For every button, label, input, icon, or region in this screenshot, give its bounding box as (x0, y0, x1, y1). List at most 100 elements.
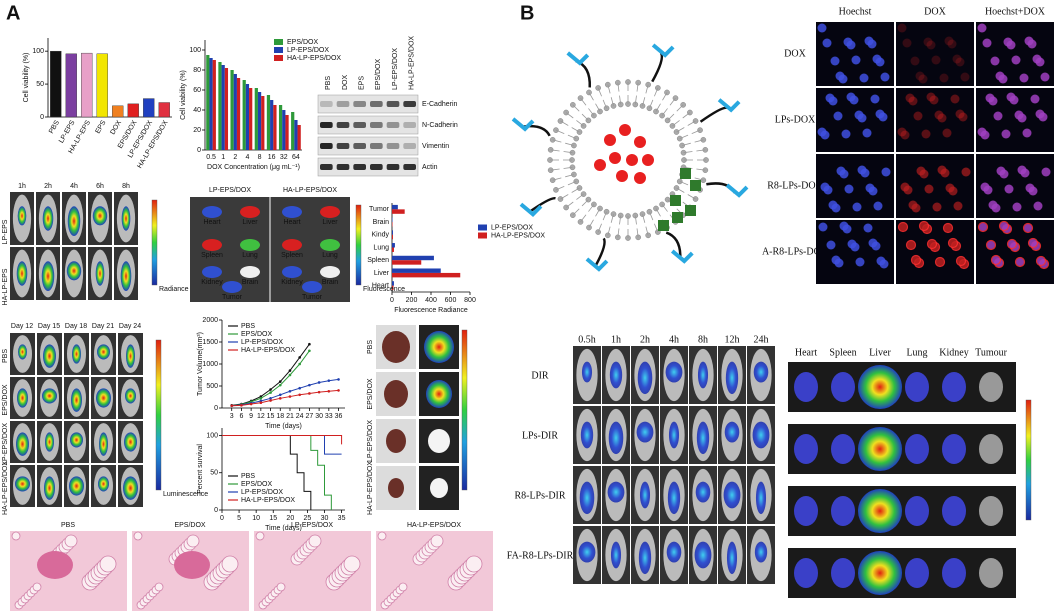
organ-label: Heart (283, 219, 300, 226)
point (288, 389, 292, 393)
bar (392, 260, 422, 265)
x-tick-label: 10 (252, 515, 260, 522)
lipid-tail (576, 193, 584, 200)
lipid-tail (565, 201, 574, 208)
signal (755, 481, 767, 515)
lipid-tail (588, 92, 594, 101)
point (298, 356, 301, 359)
lipid-head (571, 142, 577, 149)
lipid-tail (597, 223, 602, 233)
signal (41, 261, 55, 291)
signal (723, 481, 741, 509)
x-tick-label: 6 (239, 413, 243, 420)
cell (926, 92, 936, 102)
lipid-tail (669, 97, 676, 106)
cell (998, 220, 1010, 232)
day-label: Day 15 (38, 323, 60, 330)
point (269, 397, 272, 400)
legend-swatch (274, 47, 283, 53)
colorbar (461, 329, 468, 491)
protein-label: N-Cadherin (422, 122, 458, 129)
cell (835, 71, 845, 81)
blot-strip (317, 115, 419, 135)
time-label: 4h (669, 334, 679, 345)
organ-label: Heart (203, 219, 220, 226)
cell (872, 54, 882, 64)
tumor (388, 478, 404, 498)
ligand (585, 257, 609, 272)
group-label: HA-LP-EPS/DOX (283, 187, 337, 194)
blot-band (320, 143, 333, 149)
lipid-head (573, 178, 580, 185)
legend-label: HA-LP-EPS/DOX (241, 347, 295, 354)
organ-label: Brain (322, 279, 338, 286)
cell (1012, 202, 1022, 212)
signal (578, 541, 596, 563)
lipid-tail (560, 194, 569, 200)
x-tick-label: 32 (280, 154, 288, 161)
x-tick-label: 0 (220, 515, 224, 522)
organ-label: Spleen (201, 252, 223, 259)
point (298, 393, 301, 397)
cell (1003, 37, 1013, 47)
organ (905, 558, 929, 588)
organ (320, 266, 340, 278)
alveolus (276, 582, 286, 592)
organ (905, 372, 929, 402)
cell (1019, 73, 1029, 83)
organ (240, 239, 260, 251)
x-tick-label: 24 (296, 413, 304, 420)
bar (81, 52, 93, 118)
cell (1027, 237, 1039, 249)
bar (65, 53, 77, 118)
signal (70, 432, 83, 448)
drug-square (672, 212, 683, 223)
cell (937, 165, 947, 175)
organ (831, 558, 855, 588)
alveolus (255, 531, 265, 541)
blot-band (386, 122, 400, 128)
cell (1035, 109, 1045, 119)
panel-letter: A (6, 2, 20, 24)
channel-label: Hoechst+DOX (985, 6, 1046, 17)
organ (794, 372, 818, 402)
bar (297, 125, 301, 150)
x-tick-label: 25 (304, 515, 312, 522)
legend-label: LP-EPS/DOX (241, 489, 283, 496)
bar (127, 103, 139, 118)
bar (270, 100, 274, 150)
bar (254, 88, 258, 150)
organ (202, 266, 222, 278)
organ-label: Lung (322, 252, 338, 259)
lane-label: LP-EPS/DOX (392, 48, 399, 90)
organ (858, 551, 902, 595)
bar (212, 60, 216, 150)
legend-label: EPS/DOX (241, 481, 272, 488)
signal (607, 481, 625, 503)
x-tick-label: 200 (406, 297, 418, 304)
x-tick-label: 600 (445, 297, 457, 304)
tumor (384, 380, 408, 408)
signal (724, 421, 740, 443)
cell (918, 74, 928, 84)
organ (222, 281, 242, 293)
cell (915, 71, 925, 81)
signal (666, 541, 682, 563)
lipid-tail (571, 127, 580, 133)
lipid-tail (634, 215, 637, 225)
day-label: Day 18 (65, 323, 87, 330)
lipid-tail (676, 127, 685, 133)
cell (980, 182, 990, 192)
lipid-tail (645, 84, 649, 94)
nodule (37, 551, 73, 579)
day-label: Day 12 (11, 323, 33, 330)
cell (1006, 92, 1016, 102)
cell (841, 129, 851, 139)
channel-label: Hoechst (839, 6, 872, 17)
organ (282, 266, 302, 278)
x-tick-label: 5 (237, 515, 241, 522)
legend-label: PBS (241, 323, 255, 330)
point (278, 393, 282, 397)
bar (392, 243, 395, 248)
signal (695, 481, 711, 503)
